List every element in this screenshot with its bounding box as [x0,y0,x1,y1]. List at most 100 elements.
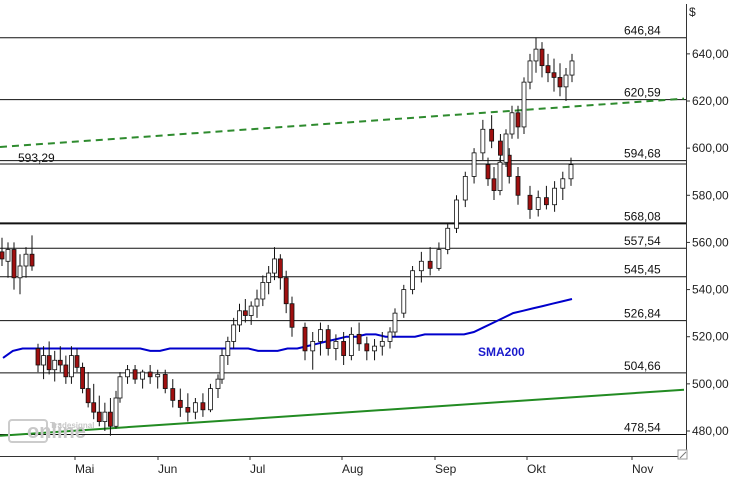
candle-body [272,258,277,274]
y-tick-label: 560,00 [692,235,729,249]
candle-body [113,397,119,427]
y-tick-label: 540,00 [692,283,729,297]
x-tick-label: Nov [632,462,653,476]
price-level-label: 526,84 [624,307,661,321]
resize-handle[interactable] [677,449,688,460]
candle-body [392,312,398,333]
y-tick-label: 640,00 [692,47,729,61]
candle-body [462,176,468,201]
candle-body [563,74,569,88]
candle-body [277,258,283,279]
candle-body [200,402,206,411]
price-level-label: 545,45 [624,263,661,277]
candle-body [162,374,168,389]
x-tick-label: Aug [342,462,363,476]
candle-body [527,194,533,210]
tradesignal-online-logo: online Tradesignal [8,419,94,443]
candle-body [401,289,407,314]
candle-body [242,310,248,316]
candle-body [74,355,80,368]
candle-body [410,270,415,290]
candle-body [23,253,29,267]
candle-body [46,355,52,371]
candle-body [225,341,231,356]
sma200-label: SMA200 [478,345,525,359]
price-level-label: 504,66 [624,359,661,373]
candle-body [454,199,459,229]
candle-body [364,343,370,352]
candle-body [266,272,272,283]
candle-body [80,366,85,389]
candle-body [283,277,289,305]
candle-body [237,310,242,326]
candle-body [254,298,260,307]
candle-body [325,329,331,349]
candle-body [231,324,237,342]
candle-body [208,388,213,411]
y-tick-label: 620,00 [692,94,729,108]
candle-body [310,341,316,352]
candle-body [302,326,308,352]
candle-body [132,369,138,380]
candle-body [52,359,58,371]
candle-body [17,265,23,279]
candle-body [260,282,266,300]
candle-body [560,178,566,189]
candle-body [539,48,545,67]
dashed-trendline [0,97,685,148]
price-level-label: 593,29 [18,151,55,165]
candle-body [5,249,11,262]
candle-body [535,197,541,210]
candle-body [108,411,113,427]
candle-body [155,374,161,378]
candle-body [485,164,491,180]
x-tick-label: Okt [527,462,546,476]
candle-body [418,260,424,272]
candle-body [521,81,527,128]
svg-text:Tradesignal: Tradesignal [50,421,94,430]
candle-body [387,331,393,342]
candle-body [489,128,495,142]
candle-body [318,329,323,342]
candle-body [544,197,549,206]
candle-body [436,249,442,269]
candle-body [515,176,521,196]
candle-body [215,378,221,389]
candle-body [185,407,191,413]
candle-body [551,72,557,78]
candle-body [545,65,551,74]
support-trendline [0,388,685,437]
price-level-label: 568,08 [624,209,661,223]
y-tick-label: 500,00 [692,377,729,391]
candle-body [515,112,521,128]
trendlines [0,97,685,437]
y-axis: 480,00 500,00 520,00 540,00 560,00 580,00 600,… [686,4,729,456]
candle-body [552,187,557,206]
candle-body [557,77,563,88]
candle-body [509,112,515,135]
candle-body [29,253,35,267]
candle-body [506,154,512,177]
x-tick-label: Mai [75,462,94,476]
candle-body [63,364,69,378]
candle-body [333,341,339,349]
candle-body [85,388,91,404]
candle-body [491,178,497,191]
candle-body [503,133,509,163]
candle-body [527,60,533,83]
candle-body [289,303,295,328]
candle-body [248,305,254,316]
candle-body [0,251,5,260]
candle-body [480,128,486,154]
candle-body [372,345,377,352]
currency-label: $ [689,5,696,19]
price-level-label: 478,54 [624,420,661,434]
candle-body [568,164,574,180]
price-level-label: 620,59 [624,86,661,100]
candle-body [35,348,41,366]
candle-body [427,260,433,269]
sma200-layer [2,298,573,359]
candle-body [219,355,225,380]
price-levels: 646,84 620,59 594,68 593,29 568,08 557,54 545,… [0,24,686,435]
candle-body [147,371,153,378]
